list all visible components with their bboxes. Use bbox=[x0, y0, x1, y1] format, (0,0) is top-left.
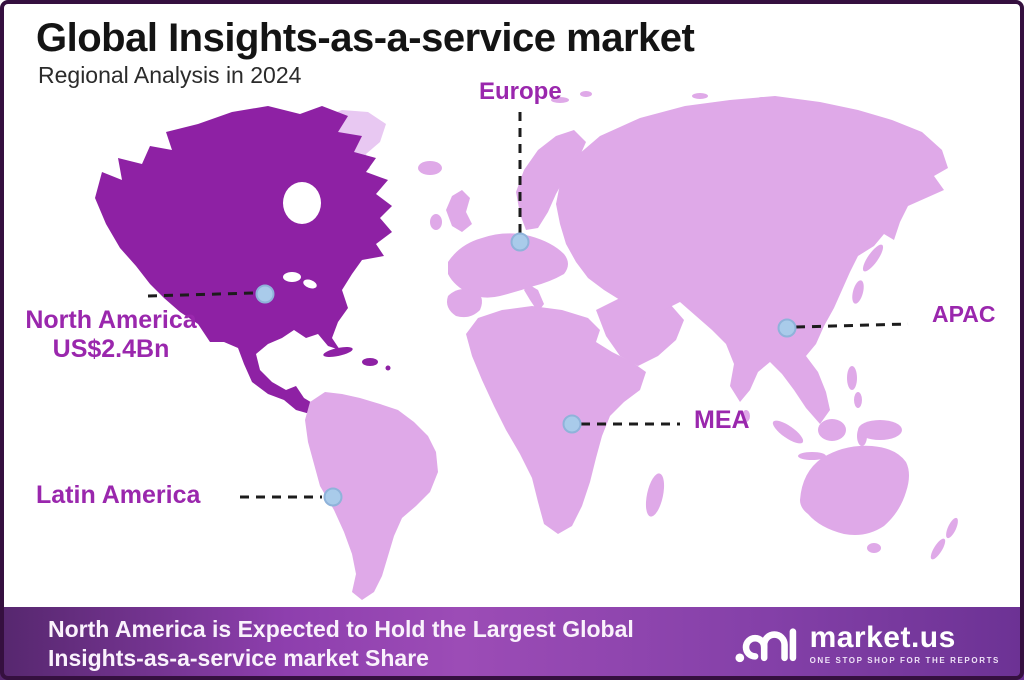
map-japan bbox=[852, 280, 864, 304]
banner-text: North America is Expected to Hold the La… bbox=[48, 615, 634, 673]
bottom-banner: North America is Expected to Hold the La… bbox=[0, 607, 1024, 680]
map-philippines bbox=[847, 366, 857, 390]
map-new-zealand bbox=[946, 517, 958, 539]
map-markers bbox=[255, 232, 797, 507]
map-uk bbox=[446, 190, 472, 232]
map-arabia bbox=[596, 296, 684, 366]
map-arctic-isle bbox=[580, 91, 592, 97]
region-value-north-america: US$2.4Bn bbox=[52, 335, 170, 363]
map-sri-lanka bbox=[742, 410, 750, 422]
map-antilles bbox=[385, 365, 391, 371]
map-borneo bbox=[818, 419, 846, 441]
map-landmasses bbox=[95, 91, 958, 600]
map-europe-mainland bbox=[448, 233, 568, 298]
map-south-america bbox=[305, 392, 438, 600]
marker-north-america bbox=[255, 284, 275, 304]
map-iberia bbox=[447, 288, 482, 318]
map-cuba bbox=[323, 346, 353, 358]
map-new-guinea bbox=[858, 420, 902, 440]
map-philippines bbox=[854, 392, 862, 408]
banner-line-2: Insights-as-a-service market Share bbox=[48, 644, 429, 671]
logo-tagline: ONE STOP SHOP FOR THE REPORTS bbox=[809, 655, 1000, 665]
map-tasmania bbox=[867, 543, 881, 553]
map-arctic-isle bbox=[551, 97, 569, 103]
map-asia bbox=[556, 96, 948, 424]
logo-text: market.us ONE STOP SHOP FOR THE REPORTS bbox=[809, 620, 1000, 665]
marker-europe bbox=[510, 232, 530, 252]
map-callouts bbox=[147, 112, 909, 499]
callout-line-north-america bbox=[147, 291, 255, 298]
map-java bbox=[798, 452, 826, 460]
map-sakhalin bbox=[857, 218, 867, 242]
map-great-lakes bbox=[283, 272, 301, 282]
map-madagascar bbox=[645, 473, 665, 517]
region-label-latin-america: Latin America bbox=[36, 481, 201, 509]
map-north-america bbox=[95, 106, 392, 414]
callout-line-apac bbox=[795, 322, 909, 329]
region-label-europe: Europe bbox=[479, 78, 562, 105]
logo-brand: market.us bbox=[809, 620, 956, 654]
logo-m-icon bbox=[735, 627, 796, 662]
map-new-zealand bbox=[930, 538, 946, 560]
banner-line-1: North America is Expected to Hold the La… bbox=[48, 615, 634, 642]
region-label-north-america: North America US$2.4Bn bbox=[10, 306, 212, 364]
region-label-mea: MEA bbox=[694, 406, 750, 434]
map-australia bbox=[800, 445, 909, 535]
map-scandinavia bbox=[516, 130, 586, 230]
map-great-lakes bbox=[303, 279, 317, 289]
page-subtitle: Regional Analysis in 2024 bbox=[38, 62, 302, 88]
map-hispaniola bbox=[362, 358, 378, 366]
map-iceland bbox=[418, 161, 442, 175]
page-title: Global Insights-as-a-service market bbox=[36, 16, 695, 60]
marketus-logo: market.us ONE STOP SHOP FOR THE REPORTS bbox=[734, 618, 1000, 670]
map-africa bbox=[466, 306, 646, 534]
marker-apac bbox=[777, 318, 797, 338]
map-sumatra bbox=[772, 420, 804, 444]
region-label-apac: APAC bbox=[932, 301, 996, 327]
map-hudson-bay bbox=[283, 182, 321, 224]
map-japan bbox=[862, 244, 884, 272]
region-label-north-america-name: North America bbox=[25, 306, 197, 334]
marker-mea bbox=[562, 414, 582, 434]
marker-latin-america bbox=[323, 487, 343, 507]
map-arctic-isle bbox=[692, 93, 708, 99]
map-italy bbox=[524, 284, 544, 312]
map-ireland bbox=[430, 214, 442, 230]
